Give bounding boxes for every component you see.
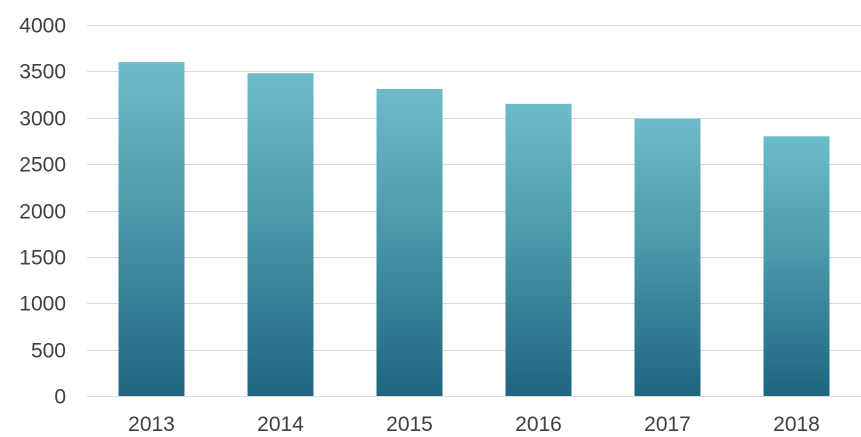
x-tick-label: 2018 (773, 413, 820, 436)
bars (118, 62, 830, 397)
y-tick-label: 2000 (19, 201, 66, 224)
y-tick-label: 4000 (19, 15, 66, 38)
y-tick-label: 1000 (19, 293, 66, 316)
y-axis-tick-labels: 0 500 1000 1500 2000 2500 3000 3500 4000 (19, 15, 66, 409)
x-axis-tick-labels: 2013 2014 2015 2016 2017 2018 (128, 413, 820, 436)
y-tick-label: 2500 (19, 154, 66, 177)
bar-2014 (247, 73, 314, 396)
x-tick-label: 2014 (257, 413, 304, 436)
x-tick-label: 2016 (515, 413, 562, 436)
x-tick-label: 2017 (644, 413, 691, 436)
bar-2013 (118, 62, 185, 396)
y-tick-label: 3500 (19, 61, 66, 84)
bar-2018 (763, 136, 830, 397)
y-tick-label: 3000 (19, 108, 66, 131)
y-tick-label: 500 (31, 340, 66, 363)
x-tick-label: 2013 (128, 413, 175, 436)
bar-2016 (505, 103, 572, 397)
gridlines (87, 25, 861, 397)
x-tick-label: 2015 (386, 413, 433, 436)
bar-2015 (376, 88, 443, 396)
bar-2017 (634, 118, 701, 397)
y-tick-label: 1500 (19, 247, 66, 270)
y-tick-label: 0 (54, 386, 66, 409)
